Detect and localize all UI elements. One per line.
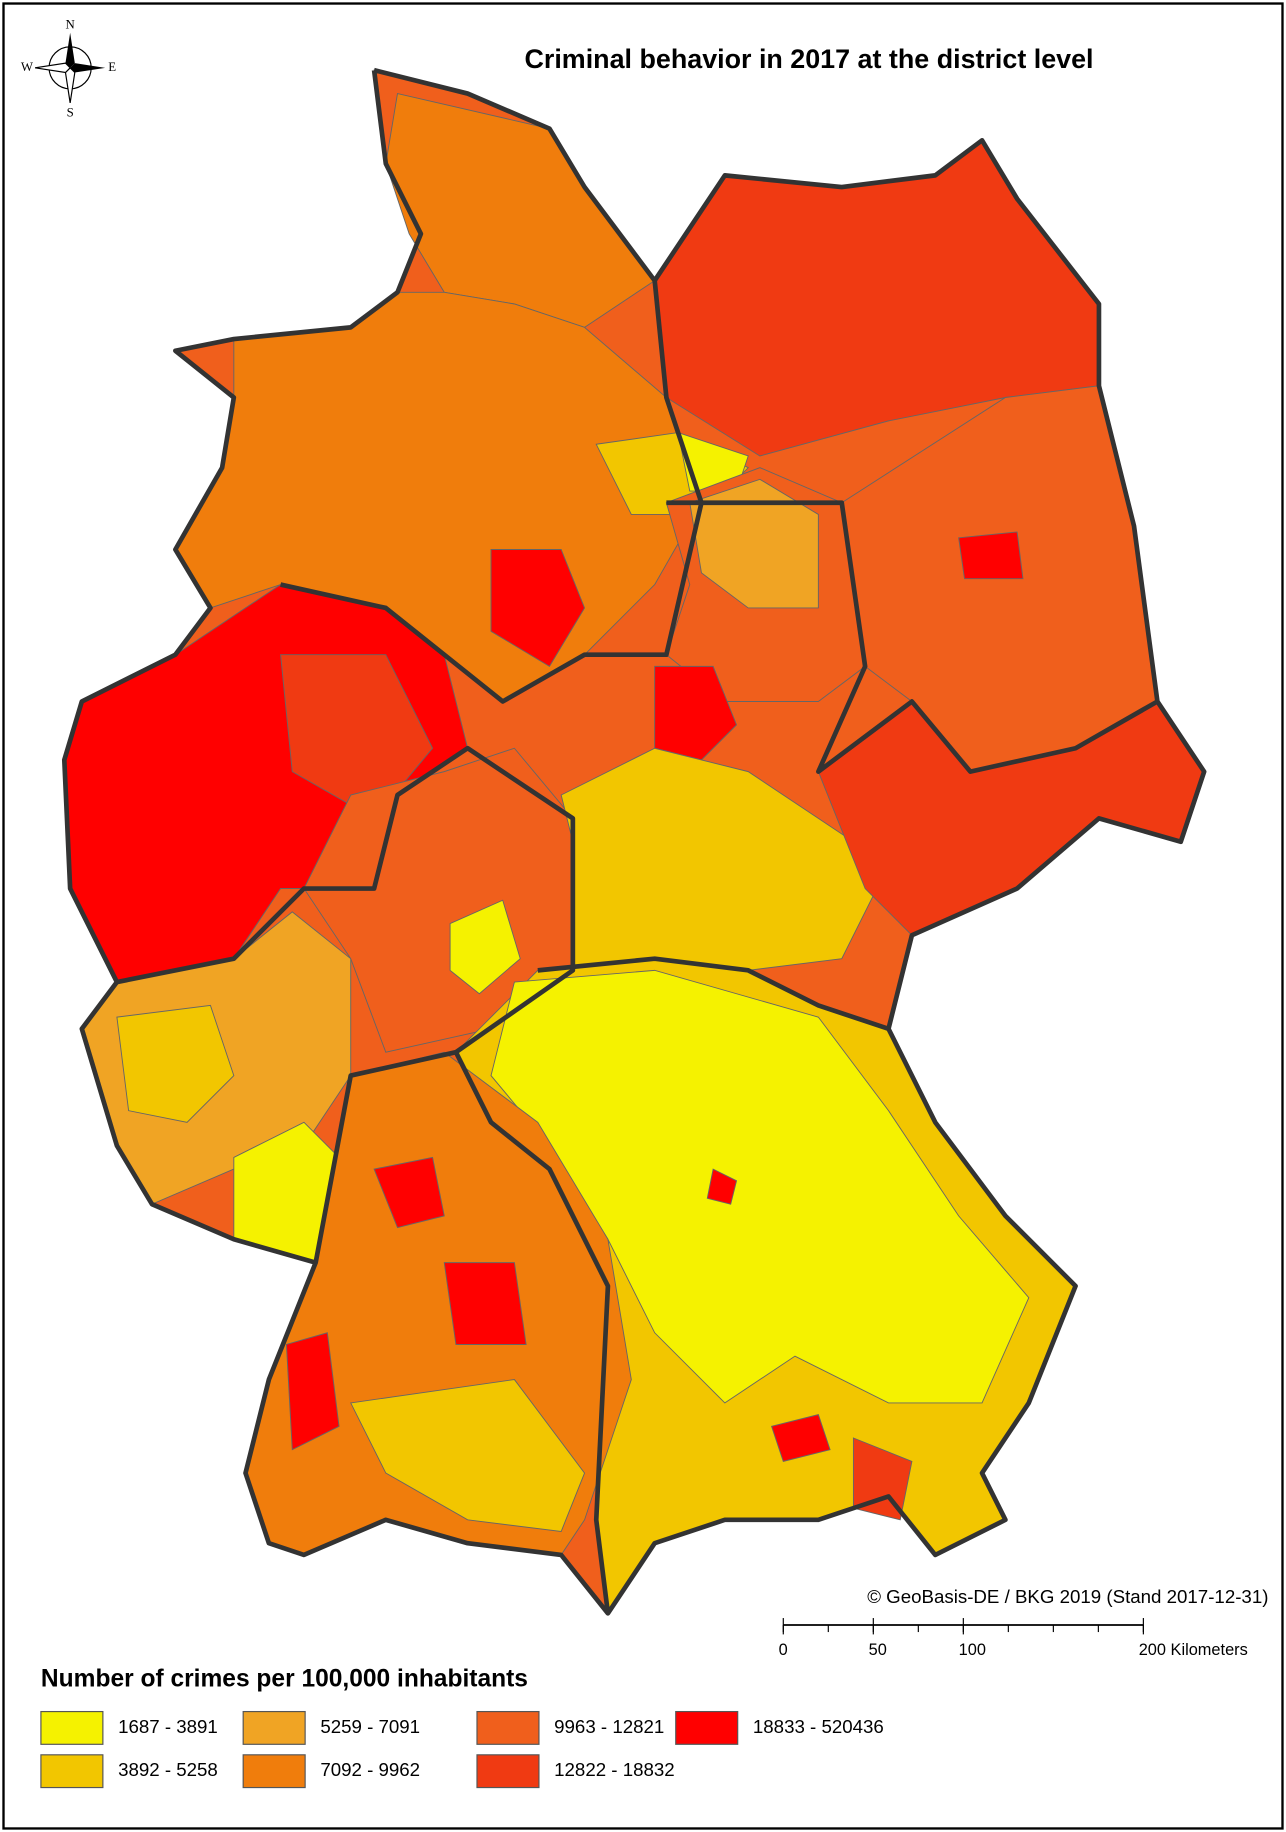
region bbox=[285, 1332, 340, 1451]
scale-label: 0 bbox=[779, 1641, 788, 1659]
region bbox=[443, 1262, 527, 1345]
state-border bbox=[280, 280, 704, 704]
legend-swatch bbox=[40, 1754, 104, 1789]
scale-label: 200 Kilometers bbox=[1139, 1641, 1248, 1659]
region bbox=[852, 1437, 913, 1521]
compass-n: N bbox=[65, 18, 74, 32]
region bbox=[490, 549, 586, 668]
scale-label: 50 bbox=[869, 1641, 887, 1659]
state-border bbox=[666, 500, 1159, 774]
compass-s: S bbox=[67, 105, 74, 119]
legend-label: 1687 - 3891 bbox=[118, 1716, 218, 1737]
legend-swatch bbox=[40, 1710, 104, 1745]
legend-swatch bbox=[242, 1754, 306, 1789]
compass-e: E bbox=[108, 60, 116, 74]
legend-label: 9963 - 12821 bbox=[554, 1716, 664, 1737]
legend-swatch bbox=[675, 1710, 739, 1745]
scale-label: 100 bbox=[959, 1641, 986, 1659]
legend-swatch bbox=[476, 1710, 540, 1745]
region bbox=[373, 1156, 445, 1229]
legend-swatch bbox=[242, 1710, 306, 1745]
region bbox=[958, 531, 1024, 580]
legend-label: 7092 - 9962 bbox=[320, 1759, 420, 1780]
legend-label: 5259 - 7091 bbox=[320, 1716, 420, 1737]
legend-swatch bbox=[476, 1754, 540, 1789]
germany-map bbox=[61, 67, 1207, 1616]
region bbox=[689, 478, 819, 609]
region bbox=[350, 1379, 586, 1533]
region bbox=[449, 899, 521, 995]
country-border bbox=[61, 67, 1207, 1616]
scale-bar: 0 50 100 200 Kilometers bbox=[779, 1618, 1248, 1659]
legend-label: 12822 - 18832 bbox=[554, 1759, 675, 1780]
map-title: Criminal behavior in 2017 at the distric… bbox=[524, 44, 1093, 74]
state-border bbox=[116, 745, 576, 1264]
legend: 1687 - 3891 3892 - 5258 5259 - 7091 7092 - … bbox=[40, 1710, 884, 1789]
compass-point bbox=[65, 32, 75, 68]
region bbox=[770, 1414, 831, 1462]
compass-w: W bbox=[21, 60, 34, 74]
legend-title: Number of crimes per 100,000 inhabitants bbox=[41, 1665, 528, 1692]
state-border bbox=[453, 1051, 611, 1614]
region bbox=[706, 1168, 738, 1205]
compass-point bbox=[70, 63, 106, 73]
region bbox=[654, 665, 738, 761]
legend-label: 3892 - 5258 bbox=[118, 1759, 218, 1780]
attribution: © GeoBasis-DE / BKG 2019 (Stand 2017-12-… bbox=[867, 1586, 1268, 1607]
region bbox=[116, 1004, 235, 1123]
state-border bbox=[537, 956, 890, 1032]
compass: N S W E bbox=[21, 18, 116, 120]
legend-label: 18833 - 520436 bbox=[753, 1716, 884, 1737]
